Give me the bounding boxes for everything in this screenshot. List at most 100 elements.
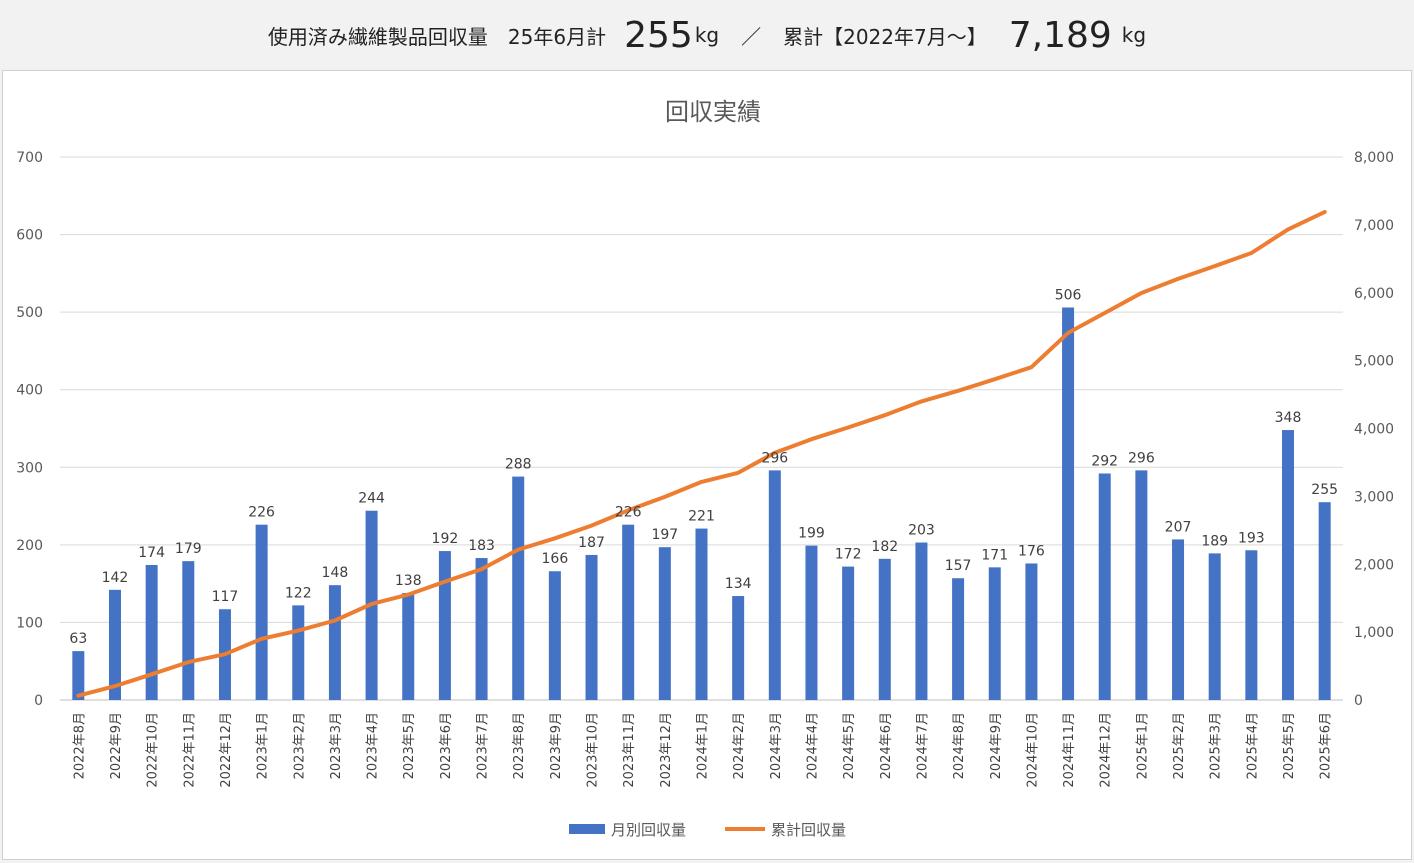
bar-value-label: 134 (725, 576, 752, 592)
bar-value-label: 172 (835, 547, 862, 563)
bar-value-label: 174 (138, 545, 165, 561)
x-tick-label: 2025年1月 (1135, 712, 1150, 779)
left-tick-label: 700 (16, 150, 43, 166)
bar-value-label: 221 (688, 509, 715, 525)
left-tick-label: 500 (16, 305, 43, 321)
bar-value-label: 166 (542, 551, 569, 567)
right-tick-label: 1,000 (1354, 625, 1394, 641)
bar (292, 605, 305, 700)
x-tick-label: 2023年4月 (366, 712, 381, 779)
right-tick-label: 3,000 (1354, 489, 1394, 505)
bar (72, 651, 85, 700)
legend-line-label: 累計回収量 (771, 821, 846, 839)
bar (402, 592, 415, 700)
bar (915, 542, 928, 700)
x-tick-label: 2024年9月 (989, 712, 1004, 779)
left-tick-label: 100 (16, 615, 43, 631)
bar-value-label: 187 (578, 535, 605, 551)
bar-value-label: 138 (395, 573, 422, 589)
x-tick-label: 2024年6月 (879, 712, 894, 779)
left-tick-label: 600 (16, 228, 43, 244)
bar-value-label: 142 (102, 570, 129, 586)
bar-value-label: 296 (761, 450, 788, 466)
bar-value-label: 296 (1128, 450, 1155, 466)
bar (878, 558, 891, 700)
x-tick-label: 2023年8月 (512, 712, 527, 779)
x-tick-label: 2024年8月 (952, 712, 967, 779)
x-tick-label: 2023年3月 (329, 712, 344, 779)
bar-value-label: 199 (798, 526, 825, 542)
x-tick-label: 2024年11月 (1062, 712, 1077, 788)
x-tick-label: 2025年2月 (1172, 712, 1187, 779)
x-tick-label: 2025年3月 (1209, 712, 1224, 779)
bar-value-label: 506 (1055, 287, 1082, 303)
right-tick-label: 2,000 (1354, 557, 1394, 573)
x-tick-label: 2024年7月 (915, 712, 930, 779)
bar-value-label: 348 (1275, 410, 1302, 426)
bar (1062, 307, 1075, 700)
bar-value-label: 122 (285, 585, 312, 601)
bar (438, 551, 451, 700)
bar (182, 561, 195, 700)
bar (1025, 563, 1038, 700)
bar (805, 545, 818, 700)
bar-value-label: 179 (175, 541, 202, 557)
bar (658, 547, 671, 700)
x-tick-label: 2023年11月 (622, 712, 637, 788)
bar-value-label: 244 (358, 491, 385, 507)
bar (988, 567, 1001, 700)
bar (548, 571, 561, 700)
x-tick-label: 2024年12月 (1099, 712, 1114, 788)
x-tick-label: 2023年9月 (549, 712, 564, 779)
header-separator: ／ (741, 24, 762, 49)
summary-header: 使用済み繊維製品回収量 25年6月計 255 kg ／ 累計【2022年7月～】… (0, 0, 1414, 70)
x-tick-label: 2022年12月 (219, 712, 234, 788)
x-tick-label: 2022年9月 (109, 712, 124, 779)
collection-chart: 回収実績 0 100 200 300 400 500 600 700 0 1,000 2,000 3… (16, 98, 1394, 839)
x-tick-label: 2025年6月 (1319, 712, 1334, 779)
bar-value-label: 117 (212, 589, 239, 605)
x-tick-label: 2024年3月 (769, 712, 784, 779)
x-tick-label: 2023年1月 (256, 712, 271, 779)
bar-value-label: 171 (981, 547, 1008, 563)
bar (585, 554, 598, 700)
bar-value-label: 288 (505, 457, 532, 473)
bar-series (72, 307, 1331, 700)
bar-value-label: 226 (615, 505, 642, 521)
right-axis: 0 1,000 2,000 3,000 4,000 5,000 6,000 7,000 8,00… (1354, 150, 1394, 709)
bar (695, 528, 708, 700)
right-tick-label: 4,000 (1354, 422, 1394, 438)
bar-value-label: 189 (1201, 533, 1228, 549)
left-axis: 0 100 200 300 400 500 600 700 (16, 150, 43, 709)
x-tick-label: 2023年12月 (659, 712, 674, 788)
right-tick-label: 8,000 (1354, 150, 1394, 166)
x-tick-label: 2022年8月 (72, 712, 87, 779)
bar (952, 578, 965, 700)
cumulative-unit: kg (1121, 23, 1147, 47)
bar (1135, 470, 1148, 700)
right-tick-label: 6,000 (1354, 286, 1394, 302)
bar-value-label: 207 (1165, 519, 1192, 535)
cumulative-label: 累計【2022年7月～】 (783, 24, 987, 49)
bar (512, 476, 525, 700)
bar (1318, 502, 1331, 700)
bar-value-label: 192 (432, 531, 459, 547)
left-tick-label: 400 (16, 383, 43, 399)
bar-value-label: 193 (1238, 530, 1265, 546)
x-axis-labels: 2022年8月 2022年9月 2022年10月 2022年11月 2022年12月 20… (72, 712, 1333, 788)
cumulative-line (76, 210, 1327, 698)
bar (1245, 550, 1258, 700)
left-tick-label: 300 (16, 460, 43, 476)
legend-bar-swatch (569, 824, 605, 834)
chart-panel: 回収実績 0 100 200 300 400 500 600 700 0 1,000 2,000 3… (2, 70, 1412, 860)
bar (1172, 539, 1185, 700)
bar (1098, 473, 1111, 700)
bar-value-label: 182 (871, 539, 898, 555)
bar-value-label: 226 (248, 505, 275, 521)
right-tick-label: 5,000 (1354, 354, 1394, 370)
x-tick-label: 2023年2月 (292, 712, 307, 779)
x-tick-label: 2024年2月 (732, 712, 747, 779)
bar (732, 596, 745, 700)
bar (255, 524, 268, 700)
bar-value-label: 255 (1311, 482, 1338, 498)
